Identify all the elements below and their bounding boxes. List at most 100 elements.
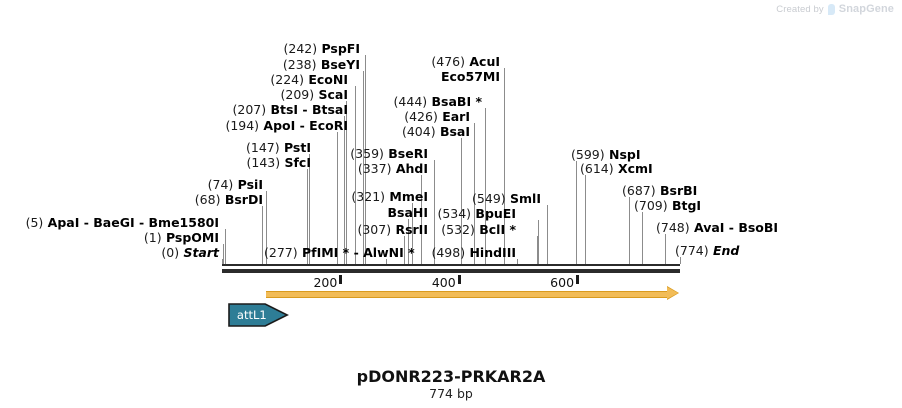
enzyme-site-label[interactable]: (307) RsrII (357, 223, 428, 237)
enzyme-site-label[interactable]: (444) BsaBI * (394, 95, 482, 109)
enzyme-site-label[interactable]: (242) PspFI (283, 42, 360, 56)
enzyme-name: XcmI (617, 161, 653, 176)
snapgene-logo-icon (827, 3, 835, 15)
leader-line (434, 160, 436, 264)
site-position: (147) (246, 140, 280, 155)
enzyme-site-label[interactable]: (209) ScaI (281, 88, 348, 102)
enzyme-site-label[interactable]: (5) ApaI - BaeGI - Bme1580I (26, 216, 219, 230)
enzyme-name: ApoI - EcoRI (263, 118, 348, 133)
site-position: (549) (472, 191, 506, 206)
enzyme-name: PstI (283, 140, 311, 155)
enzyme-site-label[interactable]: (277) PfIMI * - AlwNI * (264, 246, 415, 260)
enzyme-name: PspOMI (165, 230, 219, 245)
enzyme-site-label[interactable]: (207) BtsI - BtsaI (233, 103, 349, 117)
site-position: (444) (393, 94, 428, 109)
leader-line (536, 236, 538, 264)
enzyme-name: BsaHI (387, 205, 428, 220)
enzyme-site-label[interactable]: (404) BsaI (402, 125, 470, 139)
ruler-tick-600 (576, 275, 580, 284)
site-position: (614) (580, 161, 614, 176)
enzyme-name: NspI (608, 147, 641, 162)
leader-line (362, 71, 364, 264)
site-position: (74) (207, 177, 234, 192)
enzyme-site-label[interactable]: (549) SmlI (472, 192, 541, 206)
site-position: (68) (194, 192, 221, 207)
enzyme-site-label[interactable]: (476) AcuI (431, 55, 500, 69)
leader-line (365, 55, 367, 264)
enzyme-name: ScaI (318, 87, 349, 102)
enzyme-site-label[interactable]: (359) BseRI (350, 147, 428, 161)
site-position: (532) (441, 222, 475, 237)
leader-line (344, 116, 346, 264)
site-position: (498) (431, 245, 466, 260)
site-position: (774) (675, 243, 709, 258)
ruler-tick-400 (457, 275, 461, 284)
enzyme-site-label[interactable]: (748) AvaI - BsoBI (656, 221, 778, 235)
enzyme-site-label[interactable]: (614) XcmI (580, 162, 653, 176)
site-position: (476) (431, 54, 465, 69)
enzyme-name: BsaBI * (431, 94, 482, 109)
site-position: (307) (357, 222, 392, 237)
leader-line (222, 244, 224, 264)
ruler-tick-200 (339, 275, 343, 284)
enzyme-site-label[interactable]: (68) BsrDI (195, 193, 263, 207)
site-position: (277) (264, 245, 298, 260)
leader-line (461, 138, 463, 264)
enzyme-site-label[interactable]: (534) BpuEI (437, 207, 516, 221)
enzyme-name: BclI * (479, 222, 516, 237)
enzyme-site-label[interactable]: (687) BsrBI (622, 184, 697, 198)
site-position: (209) (280, 87, 315, 102)
ruler-tick-label-200: 200 (313, 275, 338, 290)
leader-line (641, 212, 643, 264)
enzyme-name: PsiI (237, 177, 263, 192)
site-position: (1) (143, 230, 162, 245)
enzyme-site-label[interactable]: (0) Start (161, 246, 219, 260)
leader-line (336, 132, 338, 264)
feature-arrow-attL1[interactable] (228, 303, 291, 327)
feature-label-attL1: attL1 (236, 308, 267, 322)
enzyme-name: BtgI (671, 198, 702, 213)
enzyme-name: EcoNI (308, 72, 348, 87)
site-position: (404) (401, 124, 436, 139)
enzyme-site-label[interactable]: (337) AhdI (358, 162, 428, 176)
leader-line (403, 236, 405, 264)
leader-line (537, 220, 539, 264)
leader-line (421, 175, 423, 264)
enzyme-site-label[interactable]: (224) EcoNI (270, 73, 348, 87)
orf-arrowhead (667, 287, 678, 299)
enzyme-site-label[interactable]: (532) BclI * (441, 223, 516, 237)
enzyme-site-label[interactable]: (599) NspI (571, 148, 641, 162)
leader-line (576, 161, 578, 264)
orf-shaft (265, 291, 668, 298)
enzyme-site-label[interactable]: BsaHI (387, 206, 428, 220)
page-title: pDONR223-PRKAR2A (356, 367, 546, 386)
site-position: (599) (571, 147, 605, 162)
leader-line (680, 257, 681, 264)
enzyme-site-label[interactable]: (143) SfcI (247, 156, 312, 170)
snapgene-watermark: Created by SnapGene (776, 3, 894, 15)
site-position: (143) (246, 155, 281, 170)
enzyme-name: SfcI (284, 155, 311, 170)
enzyme-name: BseYI (320, 57, 360, 72)
site-position: (5) (25, 215, 44, 230)
leader-line (265, 191, 267, 264)
enzyme-site-label[interactable]: Eco57MI (441, 70, 500, 84)
site-position: (748) (656, 220, 690, 235)
enzyme-site-label[interactable]: (709) BtgI (634, 199, 701, 213)
enzyme-site-label[interactable]: (74) PsiI (208, 178, 263, 192)
enzyme-site-label[interactable]: (1) PspOMI (144, 231, 219, 245)
leader-line (585, 175, 587, 264)
enzyme-site-label[interactable]: (194) ApoI - EcoRI (225, 119, 348, 133)
leader-line (308, 154, 310, 264)
enzyme-site-label[interactable]: (426) EarI (404, 110, 470, 124)
enzyme-name: HindIII (469, 245, 516, 260)
site-position: (337) (357, 161, 392, 176)
enzyme-site-label[interactable]: (238) BseYI (283, 58, 360, 72)
enzyme-site-label[interactable]: (498) HindIII (431, 246, 516, 260)
enzyme-site-label[interactable]: (321) MmeI (351, 190, 428, 204)
enzyme-site-label[interactable]: (774) End (675, 244, 739, 258)
leader-line (408, 219, 410, 264)
enzyme-site-label[interactable]: (147) PstI (246, 141, 311, 155)
enzyme-name: PspFI (321, 41, 360, 56)
enzyme-name: EarI (442, 109, 470, 124)
